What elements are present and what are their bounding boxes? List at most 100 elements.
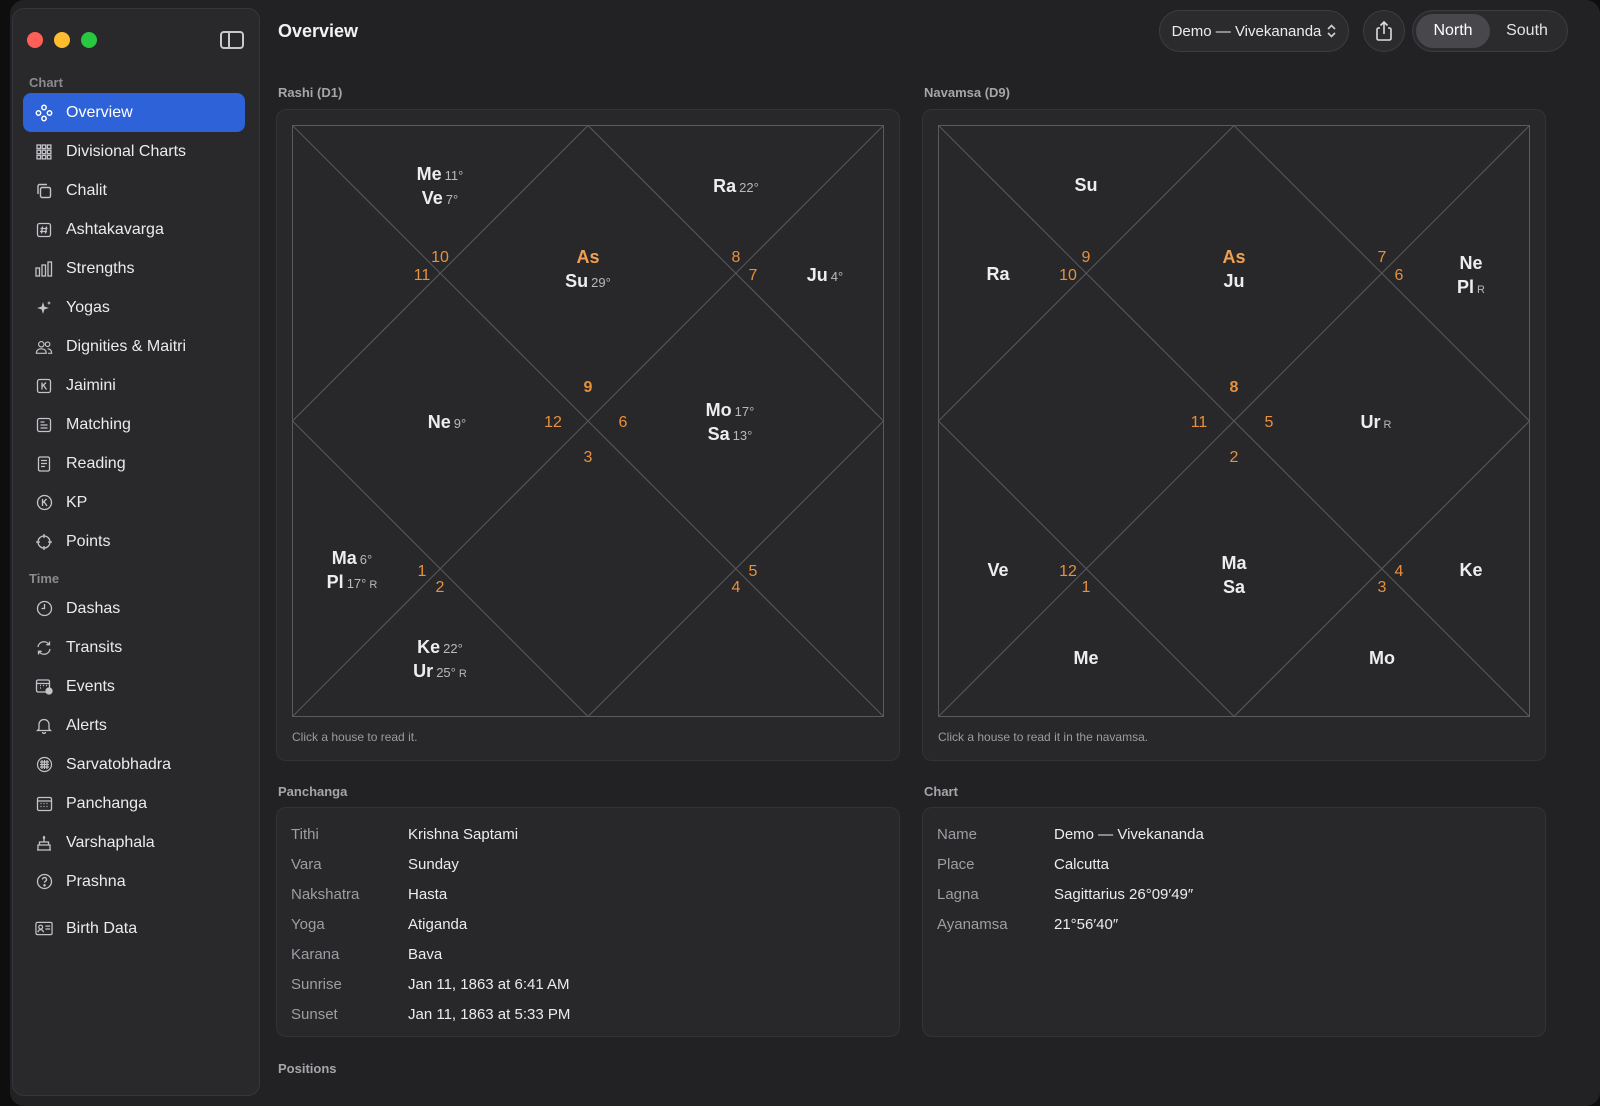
sidebar-item-prashna[interactable]: Prashna: [23, 862, 245, 901]
planet-label: Ma: [1221, 553, 1247, 573]
chart-info-card: Name Demo — Vivekananda Place Calcutta Lag…: [922, 807, 1546, 1037]
house-number: 9: [584, 379, 593, 396]
sidebar-item-label: Ashtakavarga: [66, 220, 164, 238]
navamsa-chart[interactable]: 9 10 8 7 6 11 5 2 12 1 4 3 Su Ra As Ju N…: [923, 110, 1547, 762]
id-card-icon: [35, 920, 53, 938]
planet-label: Mo: [1369, 648, 1395, 668]
house-number: 4: [1395, 563, 1404, 580]
sidebar-item-birth-data[interactable]: Birth Data: [23, 909, 245, 948]
house-number: 7: [1378, 249, 1387, 266]
planet-label: Ke: [1459, 560, 1482, 580]
sidebar-item-overview[interactable]: Overview: [23, 93, 245, 132]
sidebar-item-events[interactable]: Events: [23, 667, 245, 706]
share-icon: [1376, 20, 1392, 41]
sidebar-item-label: KP: [66, 493, 88, 511]
sidebar-item-jaimini[interactable]: Jaimini: [23, 366, 245, 405]
sidebar-item-alerts[interactable]: Alerts: [23, 706, 245, 745]
sidebar: Chart Overview Divisional Charts Chalit: [12, 8, 260, 1096]
chart-info-heading: Chart: [924, 784, 958, 799]
house-number: 2: [1230, 449, 1239, 466]
house-number: 7: [749, 267, 758, 284]
sidebar-item-dashas[interactable]: Dashas: [23, 589, 245, 628]
navamsa-heading: Navamsa (D9): [924, 85, 1010, 100]
planet-label: Ju: [1223, 271, 1244, 291]
house-number: 8: [732, 249, 741, 266]
sidebar-item-transits[interactable]: Transits: [23, 628, 245, 667]
app-window: Chart Overview Divisional Charts Chalit: [10, 0, 1600, 1106]
house-number: 1: [418, 563, 427, 580]
sidebar-item-divisional-charts[interactable]: Divisional Charts: [23, 132, 245, 171]
section-label-time: Time: [29, 571, 60, 586]
sidebar-item-label: Varshaphala: [66, 833, 155, 851]
sidebar-item-label: Reading: [66, 454, 126, 472]
chart-nav: Overview Divisional Charts Chalit Ashtak…: [23, 93, 245, 561]
sidebar-item-dignities-maitri[interactable]: Dignities & Maitri: [23, 327, 245, 366]
rashi-card: 10 11 9 8 7 12 6 3 1 2 5 4 Me 11° Ve 7° Ra…: [276, 109, 900, 761]
house-number: 12: [544, 414, 562, 431]
navamsa-hint: Click a house to read it in the navamsa.: [938, 730, 1149, 744]
house-number: 5: [1265, 414, 1274, 431]
sidebar-item-kp[interactable]: KP: [23, 483, 245, 522]
crosshair-icon: [35, 533, 53, 551]
house-number: 10: [431, 249, 449, 266]
planet-label: Sa 13°: [708, 424, 753, 444]
clock-icon: [35, 600, 53, 618]
sidebar-item-panchanga[interactable]: Panchanga: [23, 784, 245, 823]
zoom-window-button[interactable]: [81, 32, 97, 48]
panchanga-heading: Panchanga: [278, 784, 348, 799]
planet-label: Ke 22°: [417, 637, 463, 657]
planet-label: Ju 4°: [807, 265, 843, 285]
people-icon: [35, 338, 53, 356]
footer-nav: Birth Data: [23, 909, 245, 948]
sidebar-item-label: Points: [66, 532, 111, 550]
sidebar-item-label: Events: [66, 677, 115, 695]
house-number: 9: [1082, 249, 1091, 266]
sidebar-item-label: Birth Data: [66, 919, 138, 937]
sidebar-item-strengths[interactable]: Strengths: [23, 249, 245, 288]
sidebar-item-label: Dashas: [66, 599, 121, 617]
time-nav: Dashas Transits Events Alerts: [23, 589, 245, 901]
sidebar-item-chalit[interactable]: Chalit: [23, 171, 245, 210]
bell-icon: [35, 717, 53, 735]
planet-label: Ra: [986, 264, 1010, 284]
ascendant-label: As: [576, 247, 599, 267]
copy-icon: [35, 182, 53, 200]
sidebar-item-sarvatobhadra[interactable]: Sarvatobhadra: [23, 745, 245, 784]
layout-south-button[interactable]: South: [1506, 22, 1548, 39]
doc-icon: [35, 416, 53, 434]
sidebar-item-ashtakavarga[interactable]: Ashtakavarga: [23, 210, 245, 249]
planet-label: Me: [1073, 648, 1098, 668]
planet-label: Su 29°: [565, 271, 611, 291]
sidebar-item-label: Overview: [66, 103, 133, 121]
house-number: 5: [749, 563, 758, 580]
planet-label: Pl R: [1457, 277, 1485, 297]
layout-north-button[interactable]: North: [1416, 14, 1490, 48]
planet-label: Sa: [1223, 577, 1246, 597]
share-button[interactable]: [1363, 10, 1405, 52]
profile-selector[interactable]: Demo — Vivekananda: [1159, 10, 1349, 52]
sidebar-item-label: Strengths: [66, 259, 135, 277]
sidebar-item-label: Divisional Charts: [66, 142, 187, 160]
bars-icon: [35, 260, 53, 278]
planet-label: Su: [1074, 175, 1097, 195]
sidebar-item-matching[interactable]: Matching: [23, 405, 245, 444]
window-controls: [27, 32, 97, 48]
house-number: 2: [436, 579, 445, 596]
planet-label: Ve 7°: [422, 188, 458, 208]
minimize-window-button[interactable]: [54, 32, 70, 48]
profile-selector-label: Demo — Vivekananda: [1171, 22, 1322, 40]
house-number: 6: [619, 414, 628, 431]
house-number: 11: [1191, 414, 1208, 431]
close-window-button[interactable]: [27, 32, 43, 48]
sidebar-item-yogas[interactable]: Yogas: [23, 288, 245, 327]
sidebar-toggle-icon[interactable]: [220, 31, 244, 49]
rashi-chart[interactable]: 10 11 9 8 7 12 6 3 1 2 5 4 Me 11° Ve 7° Ra…: [277, 110, 901, 762]
sidebar-item-varshaphala[interactable]: Varshaphala: [23, 823, 245, 862]
k-square-icon: [35, 377, 53, 395]
sidebar-item-points[interactable]: Points: [23, 522, 245, 561]
sidebar-item-label: Transits: [66, 638, 123, 656]
house-number: 1: [1082, 579, 1091, 596]
planet-label: Pl 17° R: [327, 572, 378, 592]
sidebar-item-reading[interactable]: Reading: [23, 444, 245, 483]
planet-label: Ra 22°: [713, 176, 759, 196]
